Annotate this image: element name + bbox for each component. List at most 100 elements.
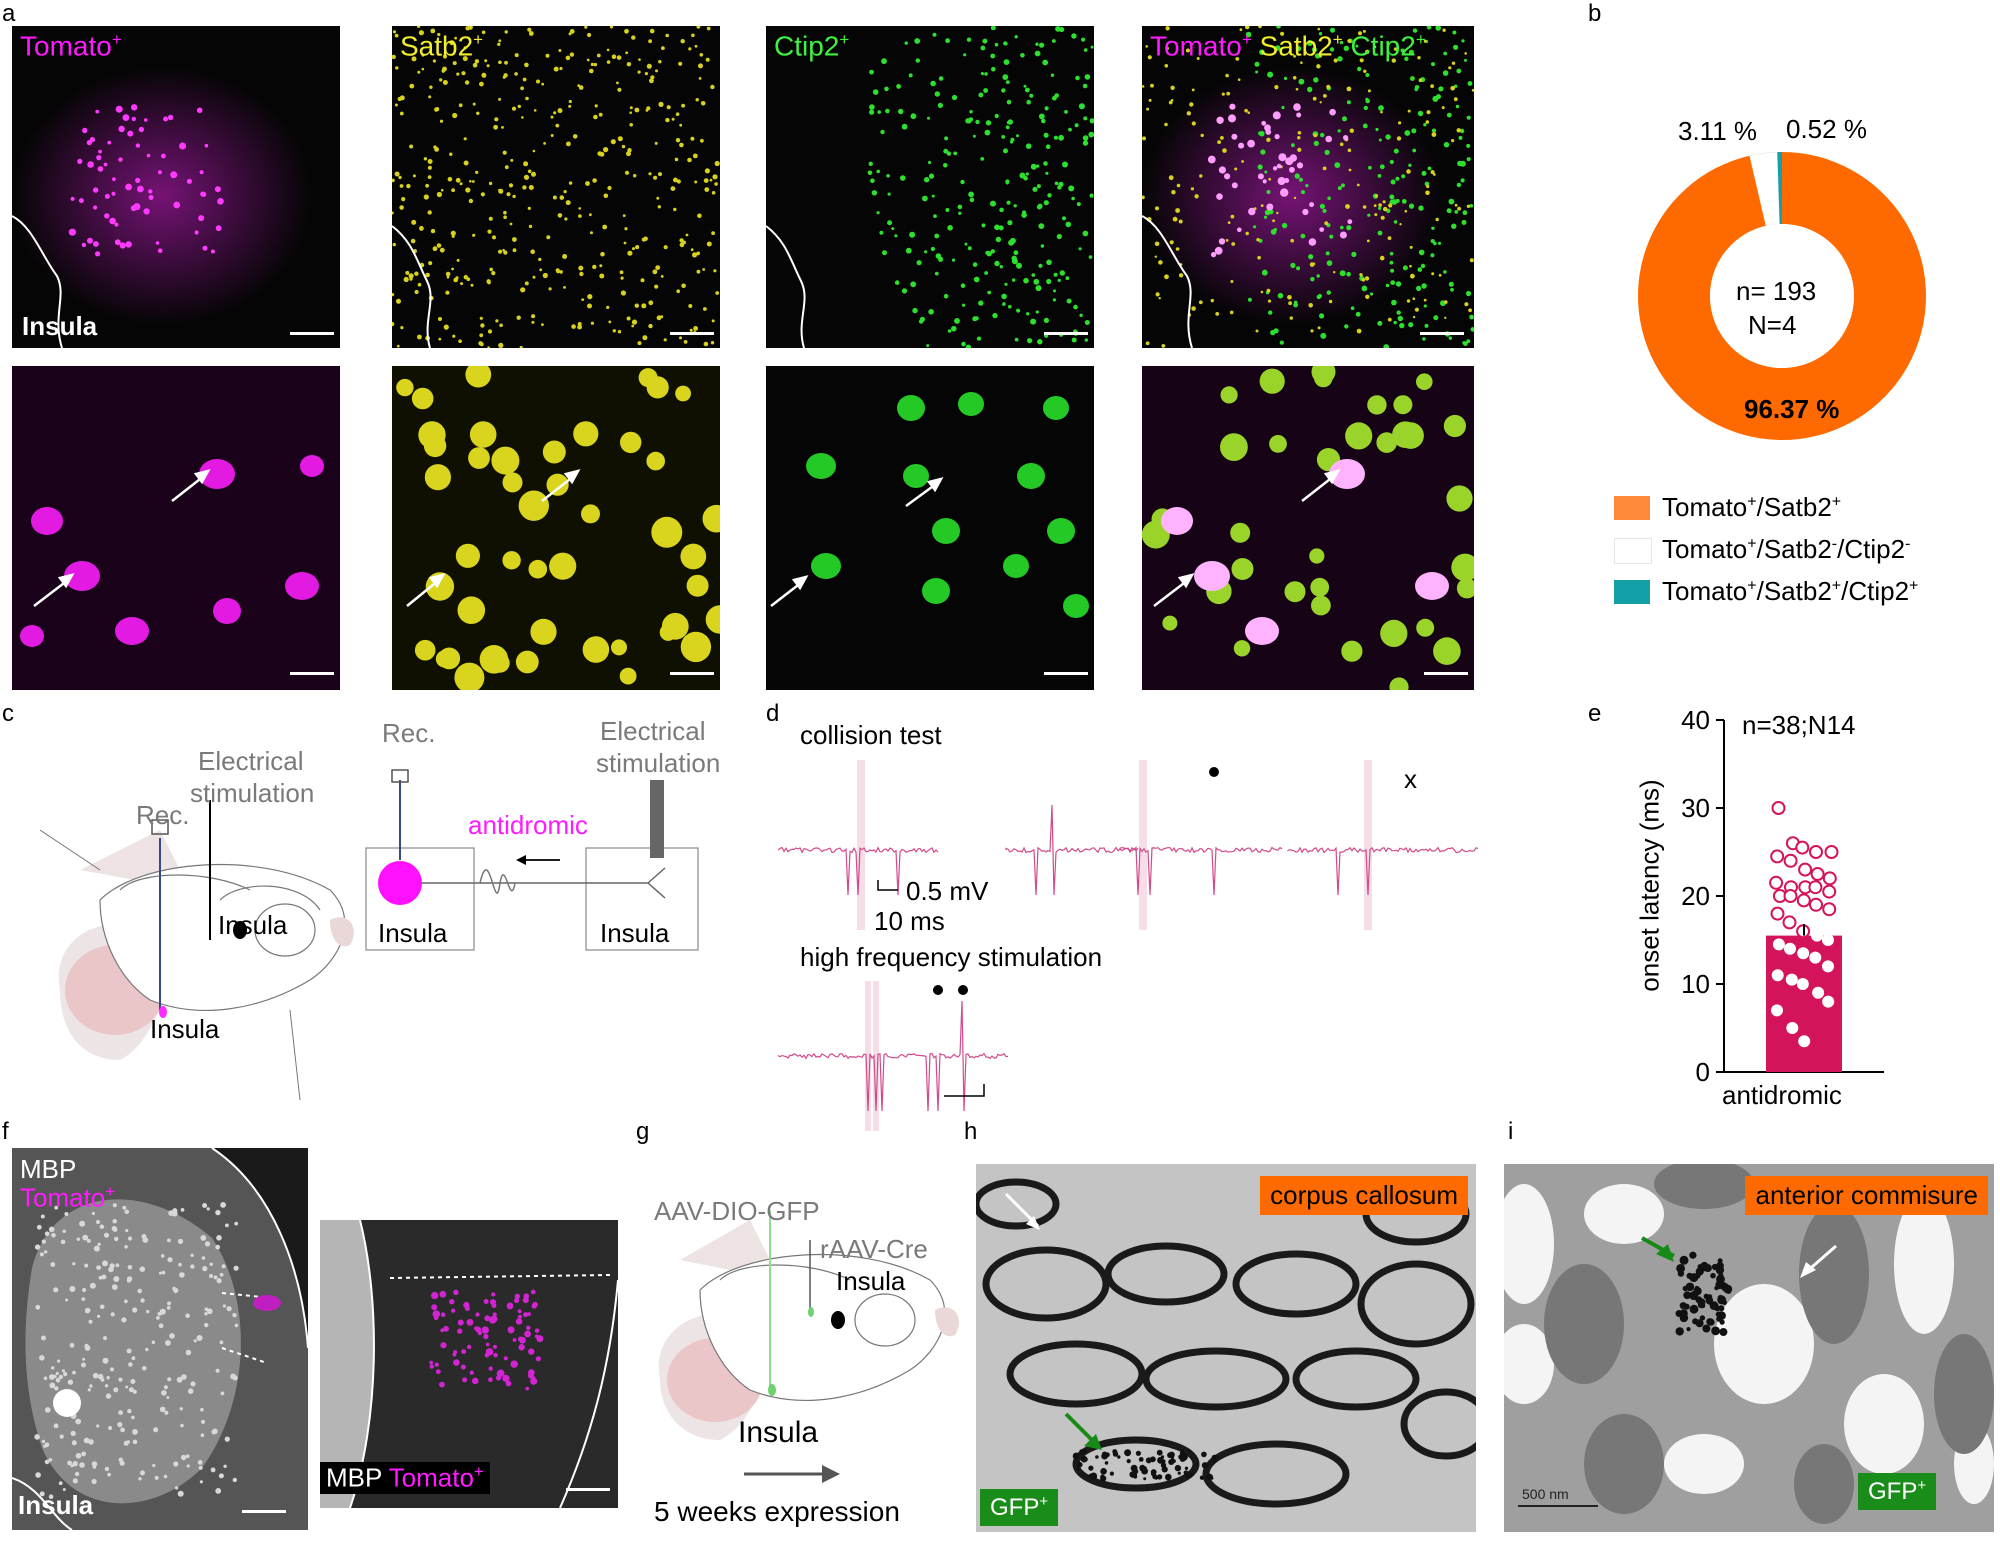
panel-letter-d: d — [766, 700, 780, 727]
data-point — [1812, 986, 1825, 999]
slice-label-neg: 3.11 % — [1678, 116, 1758, 146]
brain-schematic-g — [658, 1210, 959, 1440]
data-point — [1798, 1035, 1811, 1048]
legend-entry-3: Tomato+/Satb2+/Ctip2+ — [1662, 576, 1919, 606]
data-point — [1771, 969, 1784, 982]
data-point — [1783, 853, 1798, 868]
donut-N-label: N=4 — [1748, 310, 1797, 340]
axon-ring — [1400, 1388, 1476, 1460]
insula-label-c2: Insula — [150, 1014, 220, 1044]
data-point — [1822, 934, 1834, 946]
scale-bar — [1420, 332, 1464, 335]
panel-letter-b: b — [1588, 0, 1602, 27]
scale-bar — [1044, 672, 1088, 675]
slice-coloc — [1777, 152, 1782, 225]
micro-image — [392, 366, 720, 690]
micro-image — [1142, 26, 1474, 348]
em-scale-label: 500 nm — [1522, 1486, 1569, 1502]
latency-chart: 0 10 20 30 40 — [1681, 705, 1884, 1087]
insula-label-right-box: Insula — [600, 918, 670, 948]
micro-mbp-high: MBP Tomato+ — [320, 1220, 618, 1508]
trace-line — [1287, 846, 1478, 896]
slice-label-main: 96.37 % — [1744, 394, 1840, 424]
trace-line — [1119, 846, 1283, 896]
data-point — [1795, 840, 1810, 855]
raav-label: rAAV-Cre — [820, 1234, 928, 1264]
em-anterior-commisure: anterior commisure 500 nm GFP+ — [1504, 1164, 1994, 1532]
collision-traces — [778, 760, 1478, 930]
axon-ring — [1357, 1260, 1475, 1348]
legend-entry-2: Tomato+/Satb2-/Ctip2- — [1662, 534, 1911, 564]
data-point — [1822, 871, 1837, 886]
micro-image — [12, 366, 340, 690]
axon-ring — [976, 1178, 1060, 1230]
data-point — [1798, 862, 1813, 877]
data-point — [1782, 915, 1797, 930]
donut-n-label: n= 193 — [1736, 276, 1817, 306]
tag-anterior-commisure: anterior commisure — [1745, 1176, 1988, 1215]
label-insula-f: Insula — [18, 1490, 94, 1520]
scale-bar — [1424, 672, 1468, 675]
x-mark: x — [1404, 764, 1417, 794]
data-point — [1822, 995, 1835, 1008]
latency-ylabel: onset latency (ms) — [1634, 779, 1665, 992]
data-point — [1784, 942, 1796, 955]
panel-letter-c: c — [2, 700, 14, 727]
panel-letter-h: h — [964, 1118, 978, 1145]
micro-merged-high — [1142, 366, 1474, 690]
y-tick-label: 30 — [1681, 793, 1710, 823]
insula-label-g1: Insula — [836, 1266, 906, 1296]
data-point — [1809, 897, 1823, 912]
scale-bar — [566, 1488, 610, 1491]
data-point — [1770, 849, 1785, 864]
label-insula: Insula — [22, 311, 98, 341]
donut-chart — [1638, 151, 1926, 441]
slice-label-coloc: 0.52 % — [1786, 114, 1867, 144]
electrical-label-d1: Electrical — [600, 716, 706, 746]
micro-ctip2-high — [766, 366, 1094, 690]
panel-letter-e: e — [1588, 700, 1602, 727]
latency-category: antidromic — [1722, 1080, 1842, 1110]
axon-ring — [982, 1246, 1110, 1322]
mv-label: 0.5 mV — [906, 876, 989, 906]
em-corpus-callosum: corpus callosum GFP+ — [976, 1164, 1476, 1532]
axon-ring — [1006, 1340, 1146, 1408]
em-image — [976, 1164, 1476, 1532]
brain-schematic-c — [40, 800, 354, 1100]
data-point — [1786, 1022, 1799, 1034]
data-point — [1811, 929, 1823, 942]
electrical-label-c1: Electrical — [198, 746, 304, 776]
insula-label-g2: Insula — [738, 1416, 819, 1449]
panel-letter-f: f — [2, 1118, 9, 1145]
data-point — [1808, 880, 1823, 895]
data-point — [1809, 845, 1823, 859]
data-point — [1822, 960, 1834, 973]
data-point — [1822, 884, 1837, 899]
panel-letter-g: g — [636, 1118, 650, 1145]
data-point — [1771, 1004, 1783, 1017]
panel-letter-i: i — [1508, 1118, 1514, 1145]
aav-label: AAV-DIO-GFP — [654, 1196, 820, 1226]
micro-image — [320, 1220, 618, 1508]
axon-ring — [1202, 1440, 1350, 1508]
scale-bar — [1044, 332, 1088, 335]
legend-swatch-teal — [1614, 580, 1650, 604]
latency-n-label: n=38;N14 — [1742, 710, 1856, 740]
label-merged: Tomato+ Satb2+ Ctip2+ — [1150, 30, 1426, 62]
collision-test-label: collision test — [800, 720, 942, 750]
trace-line — [778, 1000, 1009, 1112]
micro-image — [12, 66, 312, 348]
axon-ring — [1232, 1250, 1360, 1318]
label-mbp-tomato: MBP Tomato+ — [320, 1462, 490, 1494]
legend-entry-1: Tomato+/Satb2+ — [1662, 492, 1842, 522]
micro-merged-low: Tomato+ Satb2+ Ctip2+ — [1142, 26, 1474, 348]
trace-line — [1005, 804, 1139, 896]
micro-mbp-low: MBP Tomato+ Insula — [12, 1148, 308, 1530]
data-point — [1770, 906, 1785, 921]
axon-ring — [1292, 1347, 1420, 1411]
micro-image — [766, 26, 1094, 348]
hfs-trace — [778, 981, 1009, 1131]
tag-corpus-callosum: corpus callosum — [1260, 1176, 1468, 1215]
y-tick-label: 10 — [1681, 969, 1710, 999]
data-point — [1809, 951, 1822, 964]
